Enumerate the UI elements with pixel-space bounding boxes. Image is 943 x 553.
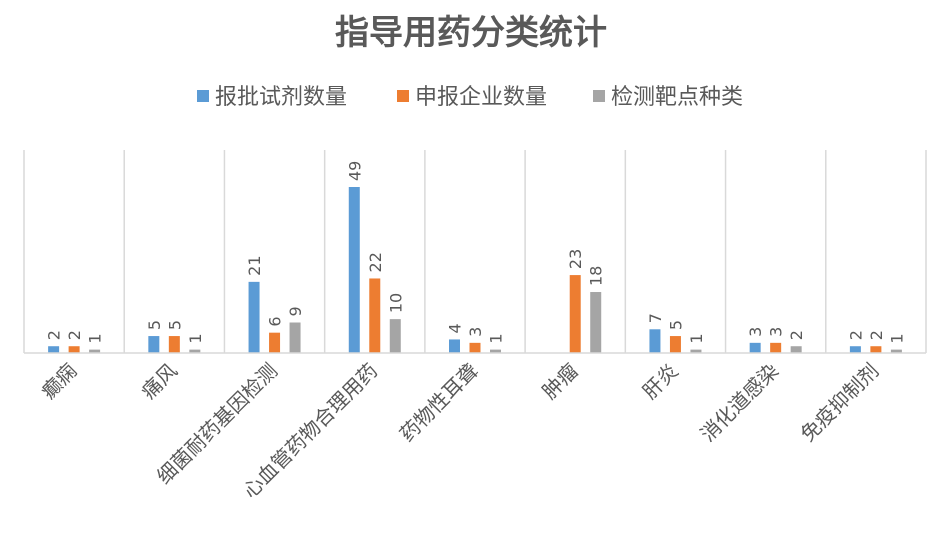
data-label-3-6: 18 (587, 266, 606, 286)
category-label-1: 癫痫 (36, 359, 81, 404)
bar-2-2 (169, 336, 180, 353)
data-label-3-3: 9 (286, 306, 305, 316)
legend-swatch-3 (593, 90, 605, 102)
bar-1-5 (449, 339, 460, 353)
data-label-2-3: 6 (266, 316, 285, 326)
bar-3-4 (390, 319, 401, 353)
data-label-2-9: 2 (867, 330, 886, 340)
category-label-9: 免疫抑制剂 (796, 359, 884, 447)
data-label-2-7: 5 (666, 320, 685, 330)
bar-2-9 (870, 346, 881, 353)
bar-2-3 (269, 333, 280, 353)
data-label-2-2: 5 (165, 320, 184, 330)
data-label-1-9: 2 (846, 330, 865, 340)
category-label-6: 肿瘤 (538, 359, 583, 404)
data-label-2-6: 23 (566, 249, 585, 269)
data-label-1-8: 3 (746, 327, 765, 337)
legend-swatch-2 (397, 90, 409, 102)
bar-1-1 (48, 346, 59, 353)
data-label-3-5: 1 (487, 333, 506, 343)
data-label-1-1: 2 (45, 330, 64, 340)
data-label-1-5: 4 (446, 323, 465, 333)
legend-label-3: 检测靶点种类 (611, 85, 743, 110)
bar-2-7 (670, 336, 681, 353)
category-label-8: 消化道感染 (696, 359, 784, 447)
data-label-1-2: 5 (145, 320, 164, 330)
chart-title: 指导用药分类统计 (335, 13, 607, 53)
bar-2-1 (69, 346, 80, 353)
data-label-2-8: 3 (767, 327, 786, 337)
bar-3-3 (290, 323, 301, 353)
data-label-3-2: 1 (186, 333, 205, 343)
data-label-1-3: 21 (245, 255, 264, 275)
bar-1-4 (349, 187, 360, 353)
data-label-3-1: 1 (86, 333, 105, 343)
category-label-5: 药物性耳聋 (395, 359, 483, 447)
bar-2-4 (369, 278, 380, 353)
bar-3-6 (590, 292, 601, 353)
category-label-7: 肝炎 (638, 359, 683, 404)
category-label-2: 痛风 (137, 359, 182, 404)
data-label-1-7: 7 (646, 313, 665, 323)
legend-label-1: 报批试剂数量 (215, 85, 347, 110)
bar-2-6 (570, 275, 581, 353)
bar-1-2 (148, 336, 159, 353)
bar-2-5 (470, 343, 481, 353)
bar-1-7 (649, 329, 660, 353)
bar-1-9 (850, 346, 861, 353)
legend-label-2: 申报企业数量 (415, 85, 547, 110)
legend: 报批试剂数量 申报企业数量 检测靶点种类 (197, 85, 743, 110)
bar-3-8 (791, 346, 802, 353)
bar-1-3 (249, 282, 260, 353)
data-label-1-4: 49 (345, 161, 364, 181)
data-label-3-7: 1 (687, 333, 706, 343)
legend-swatch-1 (197, 90, 209, 102)
data-label-3-8: 2 (787, 330, 806, 340)
data-label-3-9: 1 (887, 333, 906, 343)
bar-1-8 (750, 343, 761, 353)
data-label-2-4: 22 (366, 252, 385, 272)
data-label-3-4: 10 (386, 293, 405, 313)
bar-2-8 (770, 343, 781, 353)
data-label-2-1: 2 (65, 330, 84, 340)
data-label-2-5: 3 (466, 327, 485, 337)
